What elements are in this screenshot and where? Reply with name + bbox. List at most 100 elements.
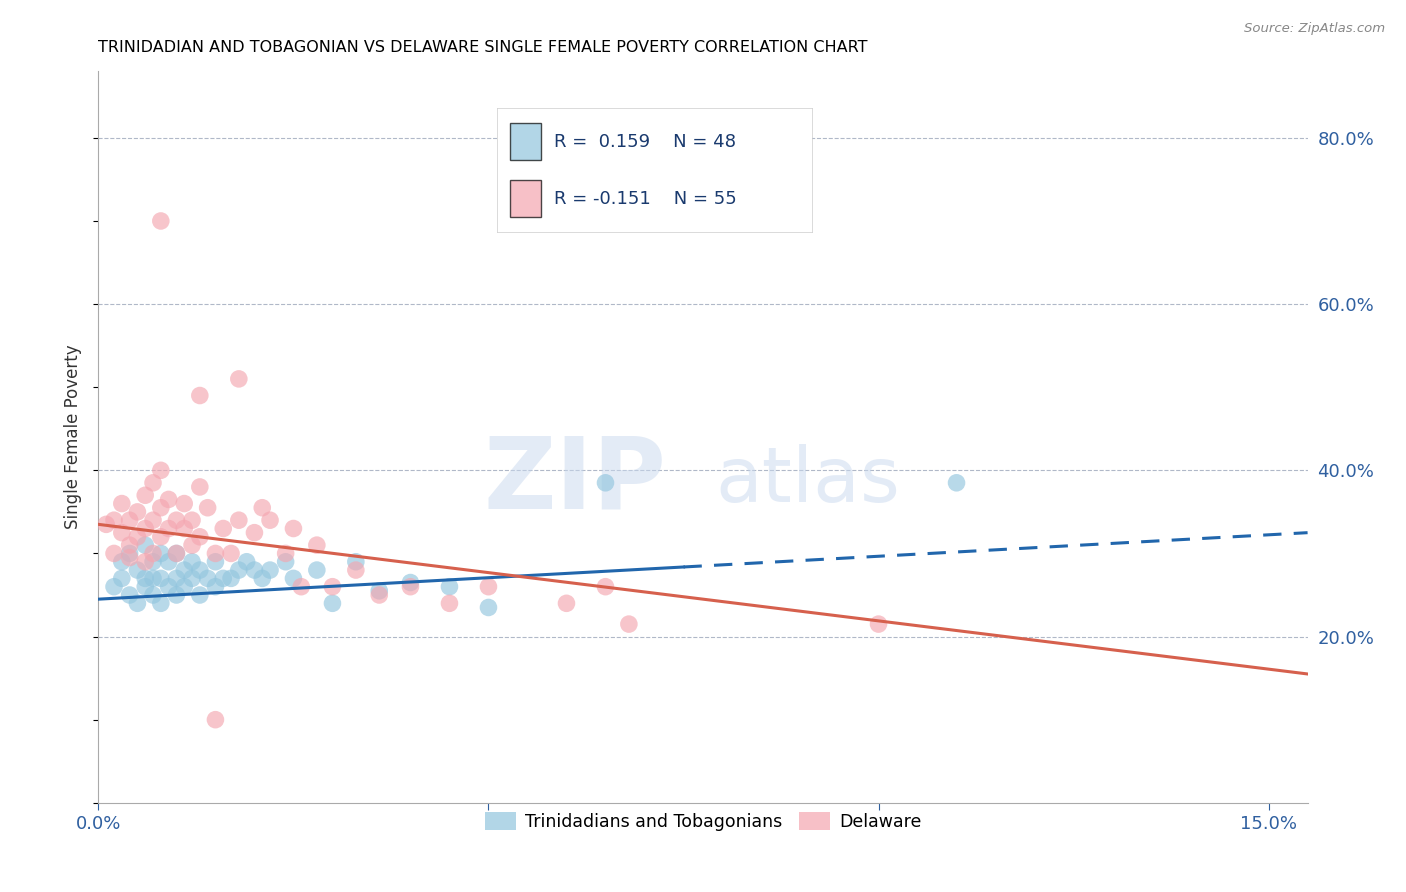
- Point: [173, 563, 195, 577]
- Point: [142, 571, 165, 585]
- Point: [142, 555, 165, 569]
- Point: [252, 500, 274, 515]
- Point: [305, 538, 328, 552]
- Point: [212, 571, 235, 585]
- Point: [142, 513, 165, 527]
- Point: [188, 588, 211, 602]
- Point: [321, 596, 343, 610]
- Point: [157, 580, 180, 594]
- Point: [173, 497, 195, 511]
- Point: [274, 555, 297, 569]
- Point: [134, 488, 156, 502]
- Point: [212, 521, 235, 535]
- Point: [188, 563, 211, 577]
- Point: [134, 555, 156, 569]
- Point: [243, 525, 266, 540]
- Point: [181, 555, 204, 569]
- Point: [439, 596, 461, 610]
- Point: [149, 463, 172, 477]
- Point: [235, 555, 257, 569]
- Point: [188, 530, 211, 544]
- Point: [305, 563, 328, 577]
- Text: atlas: atlas: [716, 444, 900, 518]
- Point: [204, 555, 226, 569]
- Point: [399, 575, 422, 590]
- Point: [274, 546, 297, 560]
- Point: [204, 580, 226, 594]
- Point: [555, 596, 578, 610]
- Point: [111, 525, 134, 540]
- Point: [134, 571, 156, 585]
- Point: [118, 513, 141, 527]
- Point: [149, 214, 172, 228]
- Point: [344, 563, 367, 577]
- Text: TRINIDADIAN AND TOBAGONIAN VS DELAWARE SINGLE FEMALE POVERTY CORRELATION CHART: TRINIDADIAN AND TOBAGONIAN VS DELAWARE S…: [98, 40, 868, 55]
- Point: [219, 546, 242, 560]
- Point: [368, 583, 391, 598]
- Point: [134, 521, 156, 535]
- Point: [111, 497, 134, 511]
- Point: [149, 596, 172, 610]
- Point: [259, 513, 281, 527]
- Point: [283, 521, 305, 535]
- Point: [157, 555, 180, 569]
- Point: [149, 546, 172, 560]
- Point: [118, 550, 141, 565]
- Point: [219, 571, 242, 585]
- Point: [157, 492, 180, 507]
- Point: [173, 580, 195, 594]
- Point: [595, 475, 617, 490]
- Point: [165, 546, 187, 560]
- Point: [127, 530, 149, 544]
- Point: [149, 500, 172, 515]
- Text: Source: ZipAtlas.com: Source: ZipAtlas.com: [1244, 22, 1385, 36]
- Point: [142, 588, 165, 602]
- Point: [173, 521, 195, 535]
- Point: [439, 580, 461, 594]
- Point: [595, 580, 617, 594]
- Point: [134, 538, 156, 552]
- Point: [477, 600, 499, 615]
- Point: [368, 588, 391, 602]
- Point: [165, 588, 187, 602]
- Point: [290, 580, 312, 594]
- Point: [204, 713, 226, 727]
- Point: [945, 475, 967, 490]
- Point: [111, 571, 134, 585]
- Point: [149, 571, 172, 585]
- Point: [477, 580, 499, 594]
- Point: [165, 571, 187, 585]
- Point: [142, 475, 165, 490]
- Point: [197, 571, 219, 585]
- Point: [165, 546, 187, 560]
- Point: [165, 513, 187, 527]
- Point: [204, 546, 226, 560]
- Point: [252, 571, 274, 585]
- Point: [228, 513, 250, 527]
- Y-axis label: Single Female Poverty: Single Female Poverty: [65, 345, 83, 529]
- Point: [243, 563, 266, 577]
- Point: [181, 513, 204, 527]
- Point: [228, 563, 250, 577]
- Point: [321, 580, 343, 594]
- Point: [188, 480, 211, 494]
- Point: [103, 546, 125, 560]
- Point: [103, 513, 125, 527]
- Point: [344, 555, 367, 569]
- Point: [118, 546, 141, 560]
- Point: [228, 372, 250, 386]
- Point: [134, 580, 156, 594]
- Point: [868, 617, 890, 632]
- Point: [127, 505, 149, 519]
- Point: [118, 538, 141, 552]
- Legend: Trinidadians and Tobagonians, Delaware: Trinidadians and Tobagonians, Delaware: [478, 805, 928, 838]
- Point: [157, 521, 180, 535]
- Point: [142, 546, 165, 560]
- Text: ZIP: ZIP: [484, 433, 666, 530]
- Point: [127, 596, 149, 610]
- Point: [259, 563, 281, 577]
- Point: [103, 580, 125, 594]
- Point: [111, 555, 134, 569]
- Point: [283, 571, 305, 585]
- Point: [197, 500, 219, 515]
